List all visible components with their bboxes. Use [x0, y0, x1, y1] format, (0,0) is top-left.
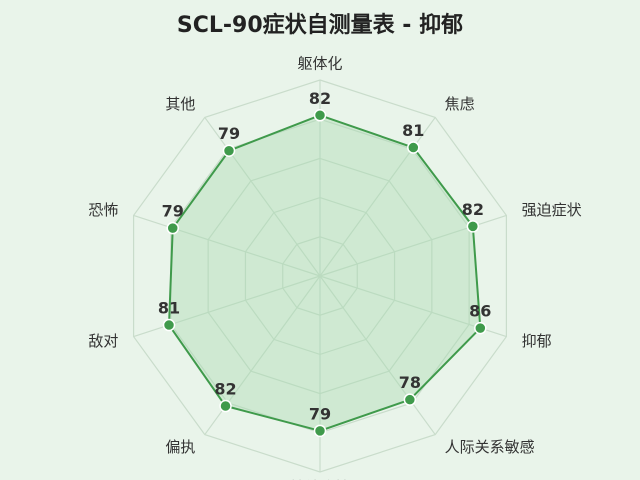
chart-title: SCL-90症状自测量表 - 抑郁	[177, 12, 463, 38]
data-point	[474, 321, 487, 335]
radar-points	[162, 109, 487, 438]
data-point	[407, 141, 420, 154]
radar-value-labels: 82 81 82 86 78 79 82 81 79 79	[158, 89, 492, 424]
axis-label: 精神病性	[290, 479, 350, 480]
axis-label: 焦虑	[445, 95, 475, 113]
data-point	[162, 318, 176, 332]
radar-axis-labels: 躯体化焦虑强迫症状抑郁人际关系敏感精神病性 偏执 敌对 恐怖 其他	[88, 55, 581, 480]
value-label: 81	[158, 299, 180, 318]
axis-label: 恐怖	[88, 201, 118, 219]
value-label: 82	[309, 89, 331, 108]
data-point	[403, 393, 417, 406]
data-point	[219, 399, 232, 413]
axis-label: 抑郁	[522, 332, 552, 350]
axis-spoke	[319, 275, 436, 435]
data-point	[166, 221, 179, 235]
axis-label: 人际关系敏感	[445, 438, 535, 456]
value-label: 79	[309, 404, 331, 423]
axis-spoke	[133, 214, 321, 277]
data-point	[313, 424, 327, 438]
data-point	[466, 220, 480, 233]
value-label: 86	[469, 302, 491, 321]
value-label: 82	[214, 380, 236, 399]
axis-label: 偏执	[165, 438, 195, 456]
data-point	[313, 109, 327, 122]
axis-spoke	[204, 117, 321, 277]
value-label: 79	[162, 202, 184, 221]
axis-label: 躯体化	[297, 55, 342, 73]
value-label: 82	[462, 200, 484, 219]
value-label: 81	[402, 121, 424, 140]
axis-label: 敌对	[88, 332, 118, 350]
data-point	[222, 144, 236, 157]
axis-label: 其他	[165, 95, 195, 113]
value-label: 79	[218, 124, 240, 143]
value-label: 78	[399, 373, 421, 392]
axis-label: 强迫症状	[522, 201, 582, 219]
